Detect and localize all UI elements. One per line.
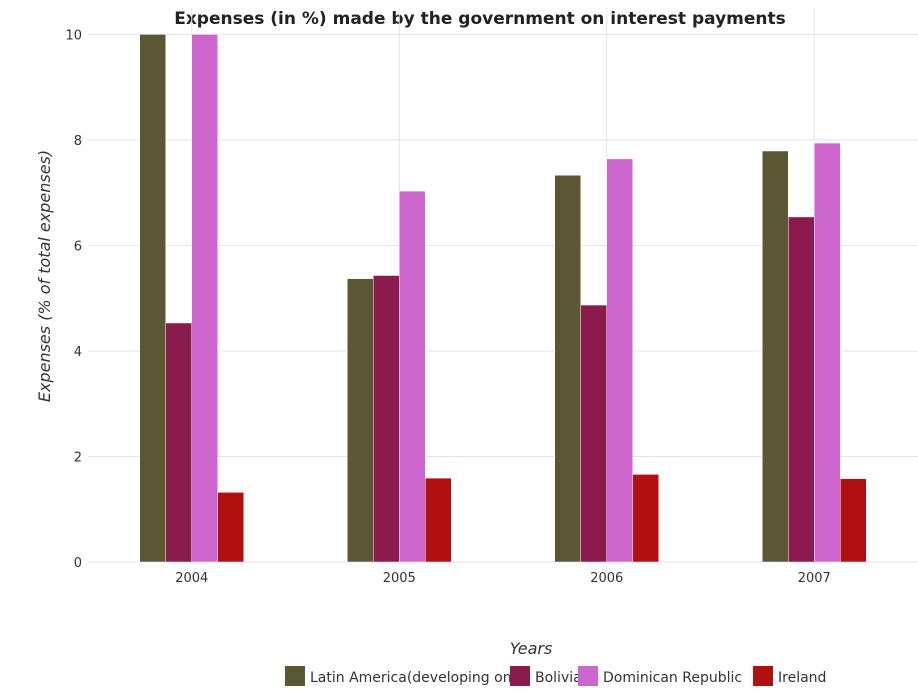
y-tick-label: 10 xyxy=(65,28,82,43)
legend-swatch xyxy=(510,666,530,686)
legend: Latin America(developing only) Bolivia Dom… xyxy=(285,666,826,686)
bar-latin-america-developing-only--2005 xyxy=(347,279,373,562)
y-axis-label: Expenses (% of total expenses) xyxy=(35,150,54,402)
bar-ireland-2005 xyxy=(425,478,451,562)
bar-bolivia-2004 xyxy=(166,323,192,562)
bars xyxy=(140,34,867,562)
legend-label: Ireland xyxy=(778,670,826,686)
legend-label: Bolivia xyxy=(535,670,582,686)
bar-dominican-republic-2004 xyxy=(192,34,218,562)
x-tick-label: 2006 xyxy=(590,571,623,586)
y-tick-labels: 0 2 4 6 8 10 xyxy=(65,28,82,571)
y-tick-label: 8 xyxy=(74,134,82,149)
bar-latin-america-developing-only--2007 xyxy=(762,151,788,562)
x-tick-label: 2007 xyxy=(798,571,831,586)
bar-ireland-2004 xyxy=(218,492,244,562)
legend-label: Latin America(developing only) xyxy=(310,670,529,686)
bar-dominican-republic-2007 xyxy=(814,143,840,562)
x-axis-label: Years xyxy=(510,639,553,658)
bar-ireland-2007 xyxy=(840,479,866,562)
bar-bolivia-2007 xyxy=(788,217,814,562)
chart-title: Expenses (in %) made by the government o… xyxy=(174,9,786,29)
legend-swatch xyxy=(753,666,773,686)
legend-swatch xyxy=(578,666,598,686)
y-tick-label: 0 xyxy=(74,556,82,571)
y-tick-label: 6 xyxy=(74,239,82,254)
bar-dominican-republic-2006 xyxy=(607,159,633,562)
bar-dominican-republic-2005 xyxy=(399,191,425,562)
x-tick-label: 2004 xyxy=(175,571,208,586)
bar-bolivia-2006 xyxy=(581,305,607,562)
x-tick-label: 2005 xyxy=(383,571,416,586)
legend-swatch xyxy=(285,666,305,686)
x-tick-labels: 2004 2005 2006 2007 xyxy=(175,571,831,586)
y-tick-label: 2 xyxy=(74,450,82,465)
bar-ireland-2006 xyxy=(633,474,659,562)
bar-latin-america-developing-only--2004 xyxy=(140,34,166,562)
bar-bolivia-2005 xyxy=(373,276,399,562)
legend-label: Dominican Republic xyxy=(603,670,742,686)
bar-latin-america-developing-only--2006 xyxy=(555,175,581,562)
y-tick-label: 4 xyxy=(74,345,82,360)
